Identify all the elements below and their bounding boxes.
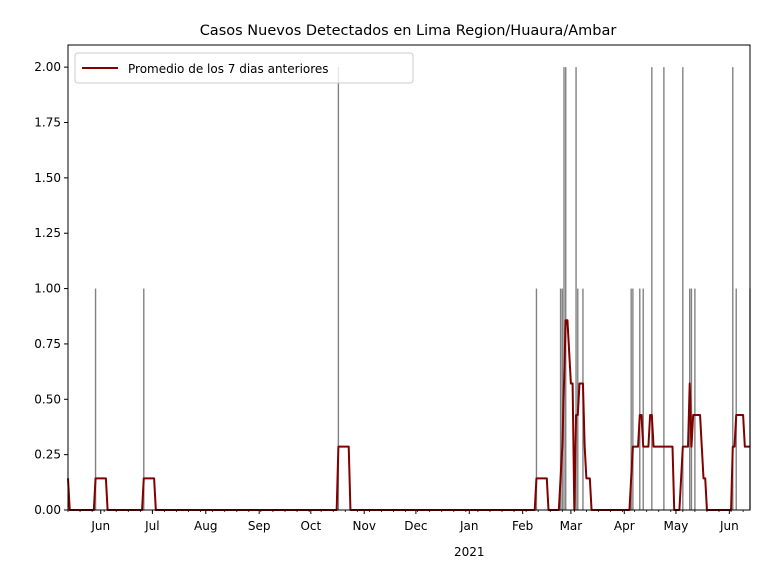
bar	[561, 288, 563, 510]
x-tick-label: Jun	[90, 519, 110, 533]
bar	[565, 67, 567, 510]
y-tick-label: 0.50	[34, 392, 61, 406]
bar	[663, 67, 665, 510]
plot-area	[67, 44, 751, 511]
bar	[690, 288, 693, 510]
x-tick-label: Dec	[404, 519, 427, 533]
bar	[639, 288, 641, 510]
line-series	[67, 319, 750, 511]
bar	[651, 67, 653, 510]
legend-box	[74, 52, 414, 84]
bar	[575, 67, 577, 510]
bar	[143, 288, 145, 510]
bar	[632, 288, 634, 510]
x-tick-label: Oct	[300, 519, 321, 533]
x-tick-label: Mar	[560, 519, 583, 533]
bar	[682, 67, 684, 510]
bar	[337, 67, 340, 510]
x-tick-label: May	[664, 519, 689, 533]
y-tick-label: 1.00	[34, 282, 61, 296]
x-tick-label: Aug	[194, 519, 217, 533]
y-tick-label: 1.75	[34, 116, 61, 130]
bar	[735, 288, 737, 510]
bar	[563, 67, 565, 510]
y-axis: 0.00 0.25 0.50 0.75 1.00 1.25 1.50 1.75 2.00	[34, 60, 68, 517]
axes-frame	[67, 44, 751, 511]
x-axis: Jun Jul Aug Sep Oct Nov Dec Jan Feb Mar Apr May Jun 2…	[67, 510, 744, 559]
chart-title: Casos Nuevos Detectados en Lima Region/H…	[200, 23, 617, 39]
y-tick-label: 0.25	[34, 448, 61, 462]
series-line	[67, 319, 750, 511]
bar	[559, 288, 562, 510]
legend-label: Promedio de los 7 dias anteriores	[128, 62, 329, 76]
bar	[694, 288, 696, 510]
bar	[630, 288, 632, 510]
x-tick-label: Nov	[353, 519, 376, 533]
bar	[94, 288, 97, 510]
x-tick-label: Jul	[144, 519, 159, 533]
y-tick-label: 1.25	[34, 226, 61, 240]
y-tick-label: 2.00	[34, 60, 61, 74]
y-tick-label: 0.00	[34, 503, 61, 517]
legend: Promedio de los 7 dias anteriores	[74, 52, 414, 84]
x-year-label: 2021	[454, 545, 485, 559]
bar	[732, 67, 734, 510]
x-tick-label: Sep	[248, 519, 271, 533]
bar	[642, 288, 644, 510]
x-tick-label: Feb	[512, 519, 533, 533]
x-tick-label: Apr	[614, 519, 635, 533]
axes-background	[68, 45, 750, 510]
x-tick-label: Jan	[459, 519, 479, 533]
y-tick-label: 0.75	[34, 337, 61, 351]
bar	[535, 288, 538, 510]
x-tick-label: Jun	[719, 519, 739, 533]
y-tick-label: 1.50	[34, 171, 61, 185]
